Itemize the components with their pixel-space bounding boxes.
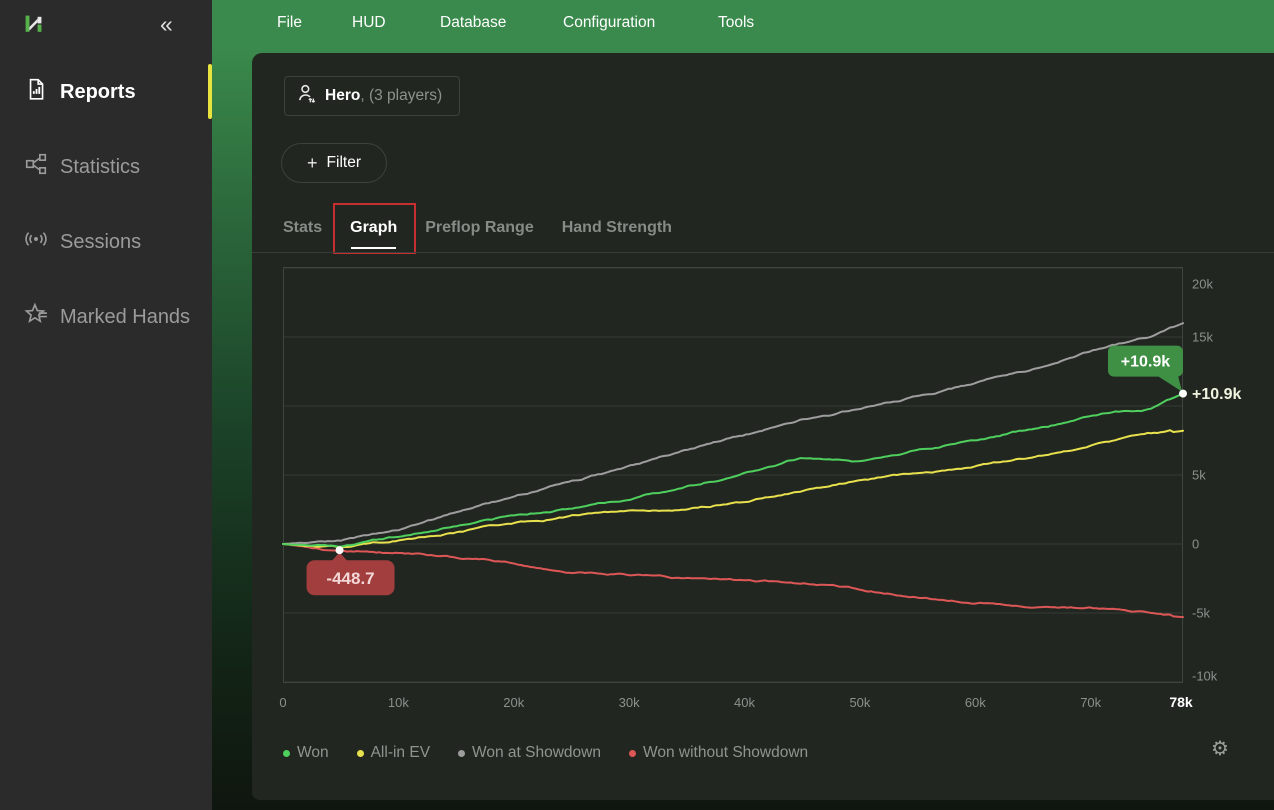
x-axis-tick-label: 0 <box>279 695 286 710</box>
sidebar-item-marked-hands[interactable]: Marked Hands <box>24 302 191 332</box>
legend-dot <box>283 749 290 757</box>
x-axis-tick-label: 40k <box>734 695 755 710</box>
y-axis-tick-label: -5k <box>1192 606 1211 621</box>
y-axis-tick-label: 5k <box>1192 468 1206 483</box>
y-axis-tick-label: 20k <box>1192 277 1213 292</box>
tab-preflop-range[interactable]: Preflop Range <box>425 219 533 237</box>
menu-hud[interactable]: HUD <box>352 14 386 31</box>
filter-button[interactable]: + Filter <box>281 143 387 183</box>
menu-configuration[interactable]: Configuration <box>563 14 656 31</box>
sidebar-item-label: Sessions <box>60 230 142 253</box>
legend-dot <box>458 749 466 757</box>
graph-tab-highlight-annotation <box>333 203 417 254</box>
y-axis-tick-label: -10k <box>1192 669 1218 684</box>
tab-label: Hand Strength <box>561 219 672 236</box>
series-line <box>282 429 1184 549</box>
marker-badge <box>306 560 395 596</box>
tab-label: Preflop Range <box>425 219 534 236</box>
player-switch-icon <box>298 84 316 109</box>
statistics-share-icon <box>24 152 48 182</box>
current-value-axis-label: +10.9k <box>1192 386 1241 403</box>
marker-badge-label: +10.9k <box>1121 354 1170 371</box>
player-name: Hero <box>325 87 361 104</box>
x-axis-tick-label: 78k <box>1169 694 1193 710</box>
report-tabs: Stats Graph Preflop Range Hand Strength <box>283 203 672 254</box>
tab-label: Graph <box>350 219 398 236</box>
legend-label: Won <box>297 744 329 761</box>
player-count: , (3 players) <box>360 87 443 104</box>
hand2note-logo <box>22 12 46 41</box>
marker-badge-label: -448.7 <box>326 569 374 588</box>
menu-file[interactable]: File <box>277 14 302 31</box>
x-axis-tick-label: 10k <box>388 695 409 710</box>
sidebar-item-label: Marked Hands <box>60 305 191 328</box>
legend-item-won[interactable]: Won <box>283 744 329 762</box>
legend-item-allin-ev[interactable]: All-in EV <box>356 744 431 762</box>
series-line <box>282 543 1184 619</box>
sidebar-item-statistics[interactable]: Statistics <box>24 153 140 181</box>
gear-icon[interactable]: ⚙ <box>1211 738 1229 760</box>
sidebar-item-sessions[interactable]: Sessions <box>24 228 141 256</box>
sidebar-collapse-icon[interactable]: « <box>160 11 173 37</box>
marker-dot <box>1179 389 1187 398</box>
marker-badge-tail <box>330 552 349 563</box>
sidebar-item-label: Statistics <box>60 155 141 178</box>
tab-stats[interactable]: Stats <box>283 219 322 237</box>
report-document-icon <box>24 77 48 107</box>
legend-item-won-at-showdown[interactable]: Won at Showdown <box>458 744 601 762</box>
equity-graph[interactable]: +10.9k -448.7 20k 15k 5k 0 -5k -10k +10.9k 0 10k 20… <box>279 267 1274 730</box>
y-axis-tick-label: 15k <box>1192 330 1213 345</box>
legend-dot <box>356 749 364 757</box>
player-selector-button[interactable]: Hero , (3 players) <box>284 76 460 116</box>
equity-graph-svg[interactable]: +10.9k -448.7 20k 15k 5k 0 -5k -10k +10.9k 0 10k 20… <box>279 267 1274 730</box>
x-axis-tick-label: 30k <box>619 695 640 710</box>
marker-badge-tail <box>1157 375 1182 392</box>
menu-tools[interactable]: Tools <box>718 14 755 31</box>
tab-label: Stats <box>283 219 323 236</box>
legend-dot <box>629 749 636 757</box>
legend-item-won-without-showdown[interactable]: Won without Showdown <box>629 744 808 762</box>
menu-database[interactable]: Database <box>440 14 507 31</box>
legend-label: Won at Showdown <box>472 744 601 761</box>
series-line <box>282 322 1184 545</box>
sidebar: « Reports Statistics <box>0 0 212 810</box>
series-line <box>282 392 1184 548</box>
filter-button-label: Filter <box>326 154 361 171</box>
marked-hands-star-icon <box>24 302 48 332</box>
x-axis-tick-label: 50k <box>849 695 870 710</box>
tab-graph[interactable]: Graph <box>333 203 417 254</box>
sidebar-item-label: Reports <box>60 80 136 103</box>
content-panel <box>252 53 1274 800</box>
marker-badge <box>1108 345 1183 377</box>
sidebar-item-reports[interactable]: Reports <box>24 78 136 106</box>
tabs-divider <box>252 252 1274 253</box>
sessions-broadcast-icon <box>24 227 48 257</box>
y-axis-tick-label: 0 <box>1192 537 1199 552</box>
active-item-accent-bar <box>208 64 212 119</box>
plot-border <box>283 267 1183 683</box>
legend-label: Won without Showdown <box>643 744 809 761</box>
menubar: File HUD Database Configuration Tools <box>212 0 1274 50</box>
tab-hand-strength[interactable]: Hand Strength <box>562 219 672 237</box>
legend-label: All-in EV <box>370 744 431 761</box>
x-axis-tick-label: 60k <box>965 695 986 710</box>
marker-dot <box>335 546 344 555</box>
plus-icon: + <box>307 152 318 173</box>
x-axis-tick-label: 70k <box>1080 695 1101 710</box>
graph-legend: Won All-in EV Won at Showdown Won withou… <box>283 744 808 762</box>
x-axis-tick-label: 20k <box>503 695 524 710</box>
active-tab-underline <box>351 247 397 249</box>
